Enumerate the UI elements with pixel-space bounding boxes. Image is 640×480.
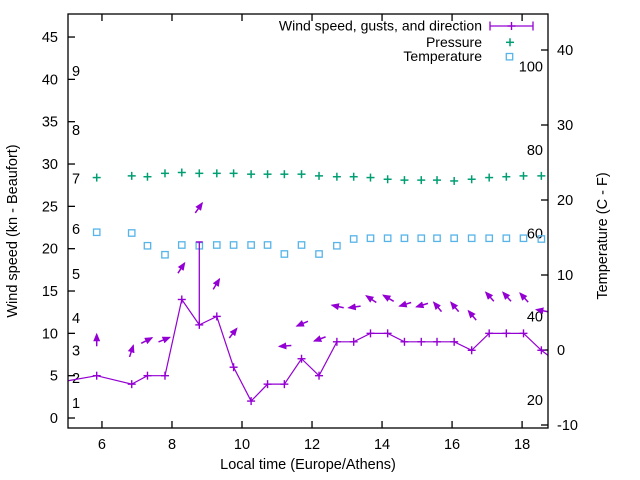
wind-direction-arrow [194,201,204,214]
beaufort-scale-label: 8 [72,123,80,139]
temperature-point [297,241,306,249]
wind-direction-arrow [449,301,460,313]
temperature-point [143,241,152,250]
plot-border [67,13,549,429]
wind-direction-arrow [365,295,377,304]
temperature-point [417,234,426,243]
wind-direction-arrow [177,261,186,274]
temperature-point [212,241,221,249]
axes: 6 8 10 12 14 16 18051015202530354045-100102030… [42,14,578,453]
x-tick-label: 6 [98,437,106,453]
y2-tick-label: 0 [557,343,565,359]
wind-speed-line [67,298,549,403]
wind-direction-arrow [295,320,309,327]
temperature-point [519,234,528,243]
temperature-point [383,234,392,243]
temperature-point [450,234,459,243]
x-tick-label: 8 [168,437,176,453]
fahrenheit-scale-label: 20 [527,393,543,409]
y-tick-label: 45 [42,30,58,46]
y-tick-label: 25 [42,199,58,215]
y2-axis-title: Temperature (C - F) [595,172,611,299]
wind-direction-arrow [467,309,477,321]
wind-direction-arrow [228,327,238,339]
wind-direction-arrow [484,291,495,302]
y-tick-label: 0 [50,411,58,427]
beaufort-scale-label: 3 [72,343,80,359]
y2-tick-label: -10 [557,418,578,434]
wind-direction-arrow [501,291,512,302]
legend-label-temperature: Temperature [403,48,482,64]
temperature-point [280,250,289,258]
y-tick-label: 35 [42,115,58,131]
wind-direction-arrow [312,335,326,342]
temperature-point [161,250,169,259]
legend-sample-temperature [505,52,514,61]
wind-direction-arrow [347,303,361,311]
y-tick-label: 15 [42,284,58,300]
legend-label-wind: Wind speed, gusts, and direction [279,18,482,34]
x-tick-label: 16 [444,437,460,453]
legend-label-pressure: Pressure [426,34,482,50]
x-tick-label: 10 [234,437,250,453]
wind-direction-arrow [415,301,429,309]
y-tick-label: 10 [42,326,58,342]
beaufort-scale-label: 5 [72,267,80,283]
y-tick-label: 40 [42,72,58,88]
fahrenheit-scale-label: 100 [519,60,543,76]
temperature-point [315,250,323,258]
wind-direction-arrow [212,277,221,290]
x-tick-label: 14 [374,437,390,453]
x-tick-label: 18 [514,437,530,453]
wind-direction-arrow [382,294,395,302]
wind-direction-arrow [330,303,344,311]
beaufort-scale-label: 7 [72,171,80,187]
legend-samples [489,21,534,61]
temperature-point [400,234,409,243]
y-tick-label: 20 [42,242,58,258]
temperature-point [92,228,101,237]
fahrenheit-scale-label: 40 [527,310,543,326]
y2-tick-label: 10 [557,268,573,284]
temperature-point [127,229,136,237]
fahrenheit-scale-label: 60 [527,226,543,242]
wind-direction-arrow [277,342,292,350]
temperature-point [177,241,186,249]
temperature-point [467,234,476,243]
wind-direction-arrow [432,301,443,313]
y-tick-label: 30 [42,157,58,173]
temperature-point [433,234,441,243]
beaufort-scale-label: 9 [72,64,80,80]
y-tick-label: 5 [50,369,58,385]
data-series [67,168,549,406]
wind-direction-arrow [398,300,412,308]
wind-direction-arrow [127,344,135,358]
temperature-point [263,241,272,249]
beaufort-scale-label: 1 [72,396,80,412]
temperature-point [229,241,238,249]
temperature-point [247,241,255,249]
y2-tick-label: 20 [557,193,573,209]
fahrenheit-scale-label: 80 [527,143,543,159]
wind-direction-arrow [519,292,529,303]
beaufort-scale-label: 4 [72,311,80,327]
temperature-point [366,234,375,243]
y-axis-title: Wind speed (kn - Beaufort) [5,144,21,317]
beaufort-scale-label: 6 [72,222,80,238]
temperature-point [485,234,494,243]
temperature-point [333,241,341,250]
y2-tick-label: 40 [557,43,573,59]
wind-direction-arrow [158,336,172,344]
temperature-point [349,235,358,243]
x-tick-label: 12 [304,437,320,453]
temperature-point [537,235,546,243]
y2-tick-label: 30 [557,118,573,134]
x-axis-title: Local time (Europe/Athens) [220,457,396,473]
wind-direction-arrow [534,307,549,315]
wind-direction-arrow [140,337,154,345]
temperature-point [502,234,511,243]
